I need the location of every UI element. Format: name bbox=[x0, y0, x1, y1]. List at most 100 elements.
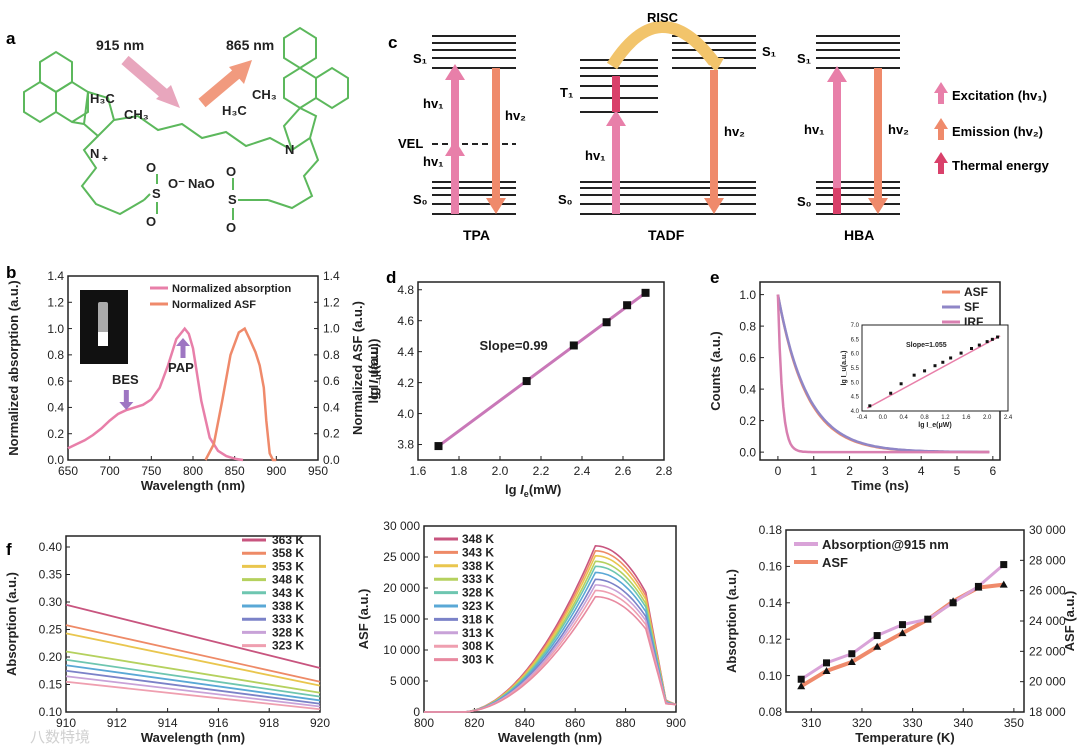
x-tick-label: 916 bbox=[208, 716, 228, 730]
y-tick-label: 1.2 bbox=[47, 295, 64, 309]
y-tick-label: 4.4 bbox=[397, 345, 414, 359]
o-label-4: O bbox=[226, 220, 236, 235]
y-tick-label: 0 bbox=[413, 705, 420, 719]
x-tick-label: 6 bbox=[989, 464, 996, 478]
x-tick-label: 840 bbox=[515, 716, 535, 730]
x-tick-label: 3 bbox=[882, 464, 889, 478]
x-axis-label: Wavelength (nm) bbox=[141, 478, 245, 493]
y-tick-label: 1.0 bbox=[47, 322, 64, 336]
inset-slope-annotation: Slope=1.055 bbox=[906, 342, 947, 349]
y-tick-label: 0.0 bbox=[739, 445, 756, 459]
inset-y-tick-label: 5.0 bbox=[851, 380, 860, 386]
legend-emission-bar bbox=[938, 128, 944, 140]
inset-data-point bbox=[970, 347, 973, 351]
inset-x-tick-label: -0.4 bbox=[857, 415, 868, 421]
asf-point bbox=[923, 615, 932, 623]
legend-thermal: Thermal energy bbox=[952, 158, 1050, 173]
molecule-structure: 915 nm 865 nm H₃ bbox=[23, 26, 349, 235]
n-left: N bbox=[90, 146, 99, 161]
fit-line bbox=[437, 290, 649, 448]
energy-diagrams: S₁ VEL S₀ hv₁ hv₁ hv₂ RISC T₁ S₁ S₀ hv₁ … bbox=[398, 10, 1050, 243]
legend-label: 358 K bbox=[272, 546, 304, 560]
inset-y-tick-label: 4.0 bbox=[851, 409, 860, 415]
tpa-s1-label: S₁ bbox=[413, 51, 427, 66]
arrow-in-label: 915 nm bbox=[96, 37, 144, 53]
legend-label: 328 K bbox=[462, 586, 494, 600]
methyl-left-1: H₃C bbox=[90, 91, 115, 106]
legend-label: Absorption@915 nm bbox=[822, 537, 949, 552]
emission-arrow-icon bbox=[229, 60, 252, 84]
y-axis-label: Absorption (a.u.) bbox=[724, 569, 739, 673]
x-tick-label: 918 bbox=[259, 716, 279, 730]
y-tick-label: 0.35 bbox=[39, 568, 63, 582]
absorption-line-363K bbox=[65, 603, 321, 669]
tadf-emission-arrowhead-icon bbox=[704, 198, 724, 214]
data-point bbox=[522, 377, 531, 386]
inset-y-tick-label: 6.0 bbox=[851, 352, 860, 358]
chart-f1-absorption-temperature: 910 912 914 916 918 920 0.10 0.15 0.20 0.25 0.30 0.… bbox=[4, 533, 330, 745]
absorption-line-358K bbox=[65, 624, 321, 683]
x-tick-label: 800 bbox=[183, 464, 203, 478]
tpa-hv1-bottom: hv₁ bbox=[423, 154, 444, 169]
y-tick-label: 10 000 bbox=[383, 643, 420, 657]
absorption-line-338K bbox=[65, 664, 321, 702]
y-tick-label: 0.25 bbox=[39, 623, 63, 637]
chart-f3-temperature-trend: 310 320 330 340 350 0.08 0.10 0.12 0.14 0.16 0.18 T… bbox=[724, 523, 1077, 745]
y-tick-label: 0.2 bbox=[739, 414, 756, 428]
y-tick-label: 0.08 bbox=[759, 705, 783, 719]
y-axis-symbol: I bbox=[366, 380, 381, 384]
y-tick-label: 15 000 bbox=[383, 612, 420, 626]
inset-y-label: lg I_u(a.u.) bbox=[841, 351, 848, 386]
x-tick-label: 910 bbox=[56, 716, 76, 730]
absorption-line-323K bbox=[65, 680, 321, 711]
hba-excitation-arrowhead-icon bbox=[827, 66, 847, 82]
x-tick-label: 0 bbox=[775, 464, 782, 478]
y-tick-label: 0.4 bbox=[739, 382, 756, 396]
x-tick-label: 2.2 bbox=[533, 464, 550, 478]
y-tick-label: 0.6 bbox=[739, 351, 756, 365]
inset-data-point bbox=[977, 343, 981, 347]
tadf-hv1: hv₁ bbox=[585, 148, 606, 163]
x-tick-label: 914 bbox=[158, 716, 178, 730]
x-tick-label: 1.6 bbox=[410, 464, 427, 478]
absorption-point bbox=[823, 659, 831, 667]
y-tick-label: 0.20 bbox=[39, 650, 63, 664]
x-tick-label: 2.8 bbox=[656, 464, 673, 478]
so-bonds bbox=[156, 174, 234, 220]
y2-tick-label: 1.2 bbox=[323, 295, 340, 309]
legend-excitation-icon bbox=[934, 82, 948, 93]
y2-axis-label: Normalized ASF (a.u.) bbox=[350, 301, 365, 435]
o-label-3: O bbox=[226, 164, 236, 179]
y-tick-label: 4.8 bbox=[397, 283, 414, 297]
x-axis-unit: (mW) bbox=[529, 482, 562, 497]
watermark: 八数特境 bbox=[30, 728, 90, 746]
y-tick-label: 0.18 bbox=[759, 523, 783, 537]
absorption-point bbox=[873, 632, 881, 640]
y-tick-label: 1.0 bbox=[739, 288, 756, 302]
x-tick-label: 350 bbox=[1004, 716, 1024, 730]
x-axis-symbol: I bbox=[520, 482, 524, 497]
x-tick-label: 700 bbox=[100, 464, 120, 478]
y-tick-label: 0.16 bbox=[759, 560, 783, 574]
y-tick-label: 5 000 bbox=[390, 674, 420, 688]
y2-tick-label: 18 000 bbox=[1029, 705, 1066, 719]
absorption-point bbox=[1000, 561, 1008, 569]
tadf-excitation-arrowhead-icon bbox=[606, 110, 626, 126]
y-tick-label: 0.0 bbox=[47, 453, 64, 467]
asf-point bbox=[898, 629, 907, 637]
y-tick-label: 30 000 bbox=[383, 519, 420, 533]
tpa-levels bbox=[432, 35, 516, 215]
o-minus: O⁻ bbox=[168, 176, 185, 191]
asf-point bbox=[949, 597, 958, 605]
asf-point bbox=[873, 642, 882, 650]
legend-label: 353 K bbox=[272, 559, 304, 573]
x-tick-label: 650 bbox=[58, 464, 78, 478]
y-tick-label: 0.15 bbox=[39, 678, 63, 692]
y2-tick-label: 0.4 bbox=[323, 400, 340, 414]
hba-levels bbox=[816, 35, 900, 215]
x-tick-label: 820 bbox=[464, 716, 484, 730]
x-tick-label: 4 bbox=[918, 464, 925, 478]
series-line-normalized-absorption bbox=[67, 326, 244, 462]
inset-fit-line bbox=[866, 335, 1001, 409]
y2-tick-label: 1.0 bbox=[323, 322, 340, 336]
